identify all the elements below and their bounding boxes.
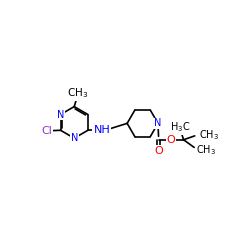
Text: N: N <box>154 118 162 128</box>
Text: N: N <box>57 110 64 120</box>
Text: NH: NH <box>94 125 110 135</box>
Text: N: N <box>70 133 78 143</box>
Text: H$_3$C: H$_3$C <box>170 120 190 134</box>
Text: O: O <box>154 146 163 156</box>
Text: CH$_3$: CH$_3$ <box>198 128 218 142</box>
Text: CH$_3$: CH$_3$ <box>196 144 216 157</box>
Text: O: O <box>167 135 175 145</box>
Text: Cl: Cl <box>42 126 52 136</box>
Text: CH$_3$: CH$_3$ <box>68 86 89 100</box>
